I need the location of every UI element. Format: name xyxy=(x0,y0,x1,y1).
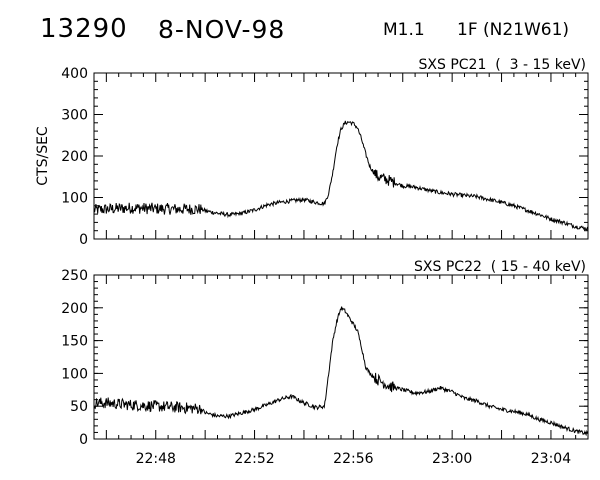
x-tick-label: 22:56 xyxy=(333,451,373,467)
y-tick-label: 200 xyxy=(61,301,88,317)
x-tick-label: 22:52 xyxy=(234,451,274,467)
x-tick-label: 23:04 xyxy=(531,451,571,467)
y-tick-label: 0 xyxy=(79,232,88,248)
y-tick-label: 250 xyxy=(61,268,88,284)
panel-top: 0 100 200 300 400 SXS PC21 ( 3 - 15 keV) CTS/S… xyxy=(35,57,589,248)
panel-bottom: 0 50 100 150 200 250 22:48 22:52 22:56 23:00 23:04… xyxy=(61,259,589,467)
series-line xyxy=(93,306,589,437)
y-tick-label: 200 xyxy=(61,149,88,165)
y-tick-label: 300 xyxy=(61,108,88,124)
y-tick-label: 400 xyxy=(61,66,88,82)
y-tick-label: 150 xyxy=(61,334,88,350)
flare-class: M1.1 xyxy=(383,20,425,40)
y-tick-label: 0 xyxy=(79,432,88,448)
plot-frame xyxy=(93,72,589,240)
x-tick-label: 22:48 xyxy=(136,451,176,467)
y-tick-label: 100 xyxy=(61,191,88,207)
event-date: 8-NOV-98 xyxy=(158,15,286,44)
series-line xyxy=(93,120,589,232)
plot-frame xyxy=(93,274,589,440)
y-axis-label: CTS/SEC xyxy=(35,126,51,186)
panel-title: SXS PC22 ( 15 - 40 keV) xyxy=(414,259,586,275)
panel-title: SXS PC21 ( 3 - 15 keV) xyxy=(419,57,587,73)
y-tick-label: 50 xyxy=(70,399,88,415)
x-tick-label: 23:00 xyxy=(432,451,472,467)
event-id: 13290 xyxy=(40,14,128,44)
flare-optical: 1F (N21W61) xyxy=(457,20,570,40)
y-tick-label: 100 xyxy=(61,366,88,382)
